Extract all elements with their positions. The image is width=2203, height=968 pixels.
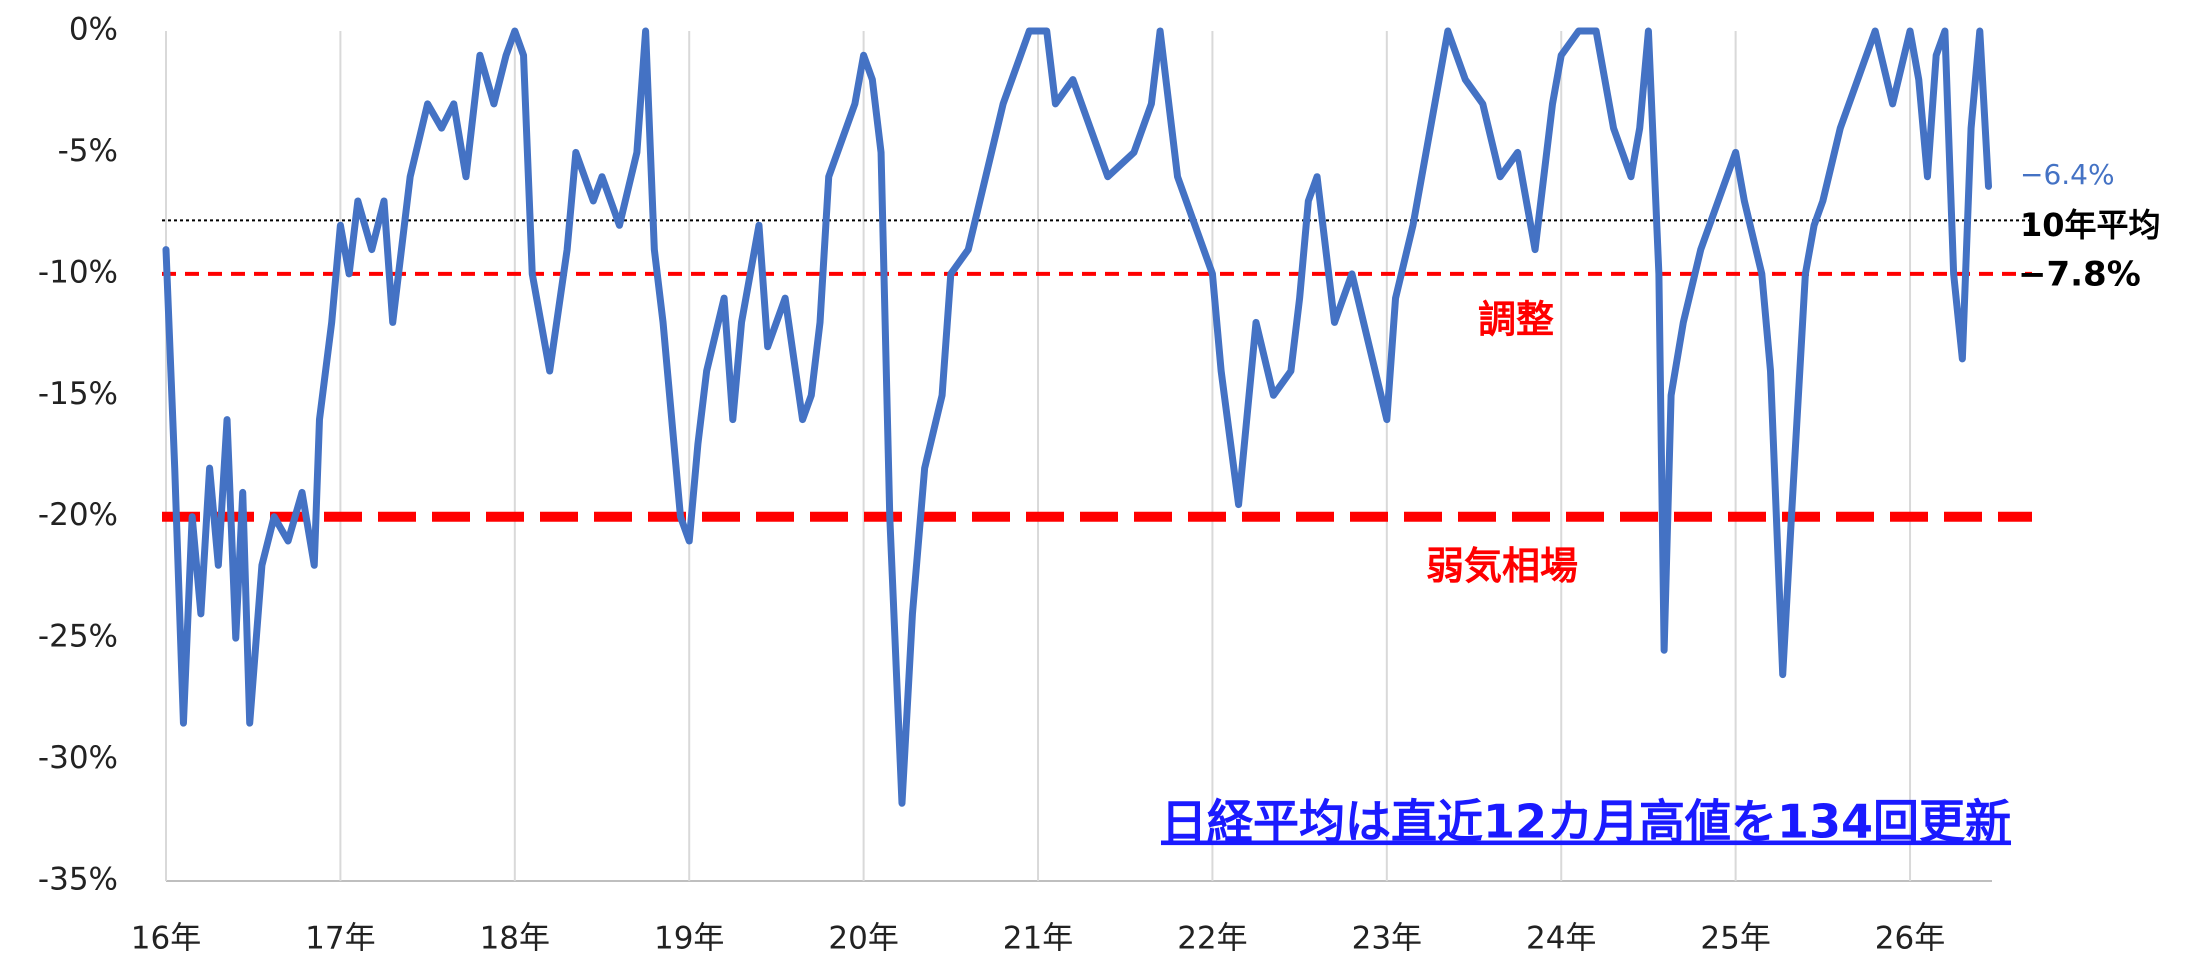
reference-label: 弱気相場 bbox=[1426, 544, 1578, 588]
x-tick-label: 17年 bbox=[305, 921, 375, 957]
x-tick-label: 26年 bbox=[1875, 921, 1945, 957]
x-tick-label: 24年 bbox=[1526, 921, 1596, 957]
x-tick-label: 19年 bbox=[654, 921, 724, 957]
data-line bbox=[162, 27, 1993, 807]
x-tick-label: 16年 bbox=[131, 921, 201, 957]
x-tick-label: 21年 bbox=[1003, 921, 1073, 957]
y-tick-label: -35% bbox=[38, 862, 118, 898]
x-tick-label: 22年 bbox=[1177, 921, 1247, 957]
y-tick-label: -30% bbox=[38, 740, 118, 776]
y-tick-label: -5% bbox=[58, 133, 118, 169]
average-label: 10年平均 bbox=[2020, 206, 2161, 244]
last-value-label: −6.4% bbox=[2020, 158, 2115, 191]
x-tick-label: 20年 bbox=[828, 921, 898, 957]
y-tick-label: -20% bbox=[38, 497, 118, 533]
x-tick-label: 23年 bbox=[1352, 921, 1422, 957]
annotation: 日経平均は直近12カ月高値を134回更新 bbox=[1161, 795, 2011, 849]
average-value-label: −7.8% bbox=[2018, 255, 2141, 295]
y-tick-label: -15% bbox=[38, 376, 118, 412]
y-tick-label: -10% bbox=[38, 254, 118, 290]
x-tick-label: 18年 bbox=[480, 921, 550, 957]
x-tick-label: 25年 bbox=[1700, 921, 1770, 957]
reference-label: 調整 bbox=[1478, 297, 1554, 341]
y-tick-label: 0% bbox=[69, 12, 118, 48]
y-tick-label: -25% bbox=[38, 619, 118, 655]
